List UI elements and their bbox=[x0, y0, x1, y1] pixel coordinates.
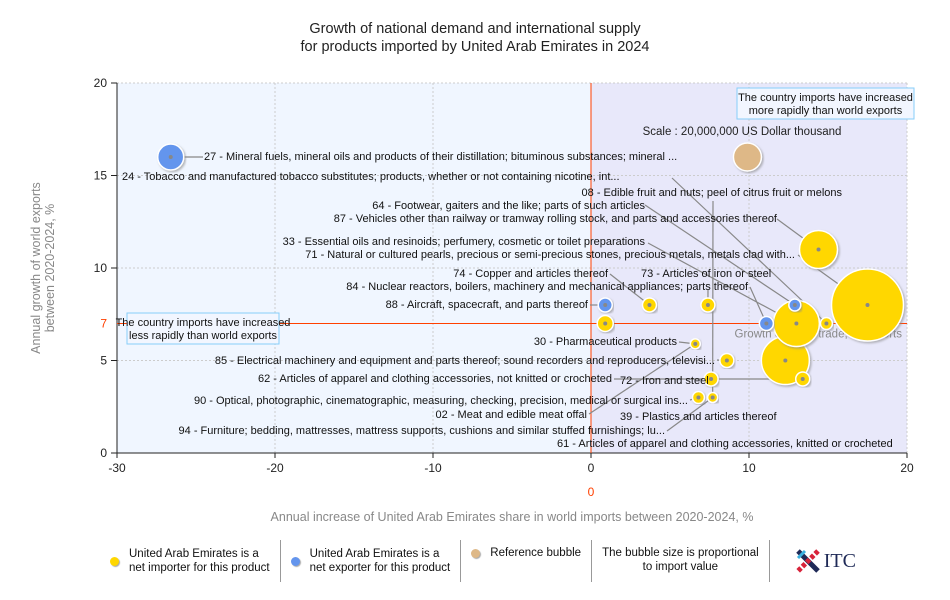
x-tick-label: 10 bbox=[742, 461, 756, 475]
legend-item-exporter: United Arab Emirates is a net exporter f… bbox=[281, 540, 462, 582]
y-axis-label: between 2020-2024, % bbox=[43, 204, 57, 333]
leader-line bbox=[644, 204, 796, 306]
product-label: 02 - Meat and edible meat offal bbox=[436, 409, 587, 421]
itc-logo: ITC bbox=[770, 540, 866, 582]
product-label: 94 - Furniture; bedding, mattresses, mat… bbox=[179, 425, 665, 437]
leader-line bbox=[666, 397, 714, 432]
legend-item-reference: Reference bubble bbox=[461, 540, 593, 582]
itc-logo-text: ITC bbox=[823, 550, 856, 572]
legend-item-size-note: The bubble size is proportional to impor… bbox=[592, 540, 770, 582]
leader-line bbox=[647, 242, 797, 325]
leader-line bbox=[588, 343, 696, 415]
y-tick-label: 5 bbox=[100, 354, 107, 368]
bubble-center-dot bbox=[709, 377, 714, 381]
product-label: 73 - Articles of iron or steel bbox=[641, 268, 771, 280]
x-tick-label: -30 bbox=[108, 461, 126, 475]
y-tick-label: 15 bbox=[94, 169, 108, 183]
product-label: 08 - Edible fruit and nuts; peel of citr… bbox=[582, 187, 843, 199]
x-tick-label: -10 bbox=[424, 461, 442, 475]
leader-line bbox=[609, 273, 650, 306]
exporter-dot-icon bbox=[290, 556, 300, 566]
bubble-center-dot bbox=[710, 395, 715, 400]
itc-logo-icon bbox=[795, 549, 820, 573]
chart-title-line: for products imported by United Arab Emi… bbox=[301, 39, 650, 55]
product-label: 62 - Articles of apparel and clothing ac… bbox=[258, 373, 612, 385]
bubble-center-dot bbox=[783, 358, 788, 363]
bubble-center-dot bbox=[647, 303, 652, 307]
bubble-center-dot bbox=[603, 321, 608, 326]
reference-dot-icon bbox=[471, 549, 481, 558]
x-axis-label: Annual increase of United Arab Emirates … bbox=[271, 510, 754, 524]
legend-item-importer: United Arab Emirates is a net importer f… bbox=[100, 540, 281, 582]
bubble-center-dot bbox=[603, 303, 608, 307]
quadrant-note-box-right bbox=[736, 87, 915, 120]
product-label: 88 - Aircraft, spacecraft, and parts the… bbox=[386, 299, 589, 311]
product-label: 30 - Pharmaceutical products bbox=[534, 336, 678, 348]
bubble-center-dot bbox=[816, 247, 821, 252]
product-label: 72 - Iron and steel bbox=[620, 375, 709, 387]
chart-title-line: Growth of national demand and internatio… bbox=[309, 21, 641, 37]
quadrant-note-right: more rapidly than world exports bbox=[749, 105, 903, 117]
product-label: 71 - Natural or cultured pearls, preciou… bbox=[305, 249, 795, 261]
product-label: 87 - Vehicles other than railway or tram… bbox=[334, 213, 778, 225]
bubble-center-dot bbox=[792, 303, 797, 307]
importer-dot-icon bbox=[110, 556, 119, 566]
product-label: 61 - Articles of apparel and clothing ac… bbox=[557, 438, 893, 450]
scale-label: Scale : 20,000,000 US Dollar thousand bbox=[643, 126, 842, 138]
product-label: 39 - Plastics and articles thereof bbox=[620, 411, 777, 423]
y-tick-label: 20 bbox=[94, 76, 108, 90]
bubble-center-dot bbox=[865, 303, 870, 307]
x-tick-label: 20 bbox=[900, 461, 914, 475]
x-reference-label: 0 bbox=[588, 485, 595, 499]
leader-line bbox=[671, 177, 827, 324]
y-axis-label: Annual growth of world exports bbox=[29, 182, 43, 354]
bubble-center-dot bbox=[724, 358, 729, 363]
y-reference-label: 7 bbox=[100, 317, 107, 331]
quadrant-note-left: The country imports have increased bbox=[116, 317, 291, 329]
bubble-center-dot bbox=[696, 395, 701, 400]
bubble-center-dot bbox=[794, 321, 799, 326]
quadrant-note-box-left bbox=[126, 312, 280, 345]
bubble-center-dot bbox=[824, 321, 829, 326]
bubble-center-dot bbox=[693, 341, 698, 346]
product-label: 74 - Copper and articles thereof bbox=[453, 268, 609, 280]
quadrant-note-left: less rapidly than world exports bbox=[129, 330, 277, 342]
bubble-center-dot bbox=[705, 303, 710, 307]
bubble-center-dot bbox=[168, 155, 173, 159]
product-label: 85 - Electrical machinery and equipment … bbox=[215, 355, 715, 367]
bubble-chart: Growth of national demand and internatio… bbox=[29, 21, 915, 524]
y-tick-label: 10 bbox=[94, 261, 108, 275]
product-label: 90 - Optical, photographic, cinematograp… bbox=[194, 395, 688, 407]
bubble-center-dot bbox=[764, 321, 769, 326]
product-label: 27 - Mineral fuels, mineral oils and pro… bbox=[204, 151, 677, 163]
y-tick-label: 0 bbox=[100, 446, 107, 460]
quadrant-note-right: The country imports have increased bbox=[738, 92, 913, 104]
bubble-center-dot bbox=[800, 377, 805, 381]
product-label: 64 - Footwear, gaiters and the like; par… bbox=[372, 200, 645, 212]
product-label: 33 - Essential oils and resinoids; perfu… bbox=[283, 236, 646, 248]
x-tick-label: -20 bbox=[266, 461, 284, 475]
product-label: 84 - Nuclear reactors, boilers, machiner… bbox=[346, 281, 749, 293]
product-label: 24 - Tobacco and manufactured tobacco su… bbox=[122, 171, 620, 183]
bubble-reference bbox=[732, 142, 763, 172]
legend: United Arab Emirates is a net importer f… bbox=[100, 540, 866, 582]
x-tick-label: 0 bbox=[588, 461, 595, 475]
